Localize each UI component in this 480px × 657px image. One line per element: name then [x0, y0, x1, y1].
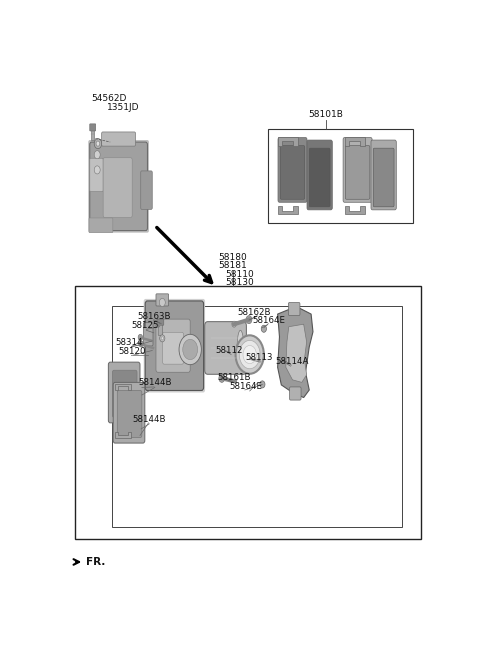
FancyBboxPatch shape: [141, 171, 152, 210]
FancyBboxPatch shape: [112, 371, 137, 417]
Text: 58110: 58110: [226, 269, 254, 279]
FancyBboxPatch shape: [102, 132, 135, 146]
FancyBboxPatch shape: [163, 332, 183, 364]
Circle shape: [94, 150, 100, 159]
FancyBboxPatch shape: [373, 148, 394, 207]
FancyBboxPatch shape: [343, 137, 372, 202]
Polygon shape: [115, 384, 132, 390]
FancyBboxPatch shape: [204, 322, 246, 374]
Circle shape: [160, 335, 165, 342]
Circle shape: [243, 346, 256, 364]
FancyBboxPatch shape: [117, 390, 142, 438]
Circle shape: [219, 374, 225, 382]
FancyBboxPatch shape: [145, 301, 204, 390]
Circle shape: [246, 315, 252, 324]
FancyBboxPatch shape: [309, 148, 330, 207]
FancyBboxPatch shape: [280, 146, 305, 199]
Text: 58164E: 58164E: [252, 316, 286, 325]
Text: 58125: 58125: [132, 321, 159, 330]
Circle shape: [260, 381, 265, 388]
FancyBboxPatch shape: [90, 142, 147, 231]
Polygon shape: [277, 137, 298, 146]
Polygon shape: [115, 432, 132, 438]
FancyBboxPatch shape: [89, 218, 113, 233]
Polygon shape: [277, 206, 298, 214]
Text: 58163B: 58163B: [137, 311, 171, 321]
Circle shape: [261, 325, 266, 332]
FancyBboxPatch shape: [144, 323, 153, 346]
Text: FR.: FR.: [86, 557, 106, 567]
FancyBboxPatch shape: [158, 323, 163, 335]
Bar: [268, 129, 413, 223]
FancyBboxPatch shape: [103, 158, 132, 217]
Circle shape: [159, 298, 165, 306]
FancyBboxPatch shape: [90, 124, 96, 131]
Text: 58112: 58112: [216, 346, 243, 355]
Ellipse shape: [237, 330, 244, 366]
Polygon shape: [277, 306, 313, 397]
Text: 58114A: 58114A: [276, 357, 309, 366]
Text: 58162B: 58162B: [238, 307, 271, 317]
Bar: [75, 286, 421, 539]
FancyBboxPatch shape: [371, 140, 396, 210]
FancyBboxPatch shape: [108, 362, 140, 423]
Circle shape: [179, 334, 202, 365]
Circle shape: [236, 335, 264, 374]
Text: 54562D: 54562D: [92, 94, 127, 103]
FancyBboxPatch shape: [88, 140, 149, 233]
Circle shape: [240, 340, 260, 369]
Text: 58120: 58120: [119, 346, 146, 355]
FancyBboxPatch shape: [144, 299, 205, 392]
FancyBboxPatch shape: [307, 140, 332, 210]
Text: 58161B: 58161B: [217, 373, 251, 382]
Circle shape: [232, 321, 236, 327]
Circle shape: [94, 139, 102, 148]
FancyBboxPatch shape: [113, 382, 145, 443]
FancyBboxPatch shape: [288, 302, 300, 315]
Text: 58314: 58314: [115, 338, 143, 347]
FancyBboxPatch shape: [345, 146, 370, 199]
Text: 58144B: 58144B: [132, 415, 166, 424]
Text: 58180: 58180: [218, 253, 247, 262]
Text: 58101B: 58101B: [309, 110, 343, 120]
Text: 58144B: 58144B: [138, 378, 172, 388]
Text: 58181: 58181: [218, 261, 247, 270]
Bar: [91, 129, 94, 139]
Text: 58164E: 58164E: [229, 382, 262, 391]
FancyBboxPatch shape: [289, 387, 301, 400]
FancyBboxPatch shape: [278, 137, 307, 202]
Circle shape: [96, 141, 100, 146]
FancyBboxPatch shape: [157, 319, 164, 325]
Circle shape: [161, 337, 163, 340]
Bar: [112, 306, 402, 526]
Circle shape: [139, 341, 144, 347]
FancyBboxPatch shape: [156, 294, 168, 306]
Polygon shape: [345, 206, 365, 214]
Polygon shape: [345, 137, 365, 146]
FancyBboxPatch shape: [156, 319, 190, 373]
Text: 58130: 58130: [226, 278, 254, 286]
Text: 1351JD: 1351JD: [107, 102, 140, 112]
Circle shape: [138, 334, 143, 340]
Circle shape: [94, 166, 100, 174]
Circle shape: [183, 340, 198, 359]
Text: 58113: 58113: [245, 353, 273, 362]
Polygon shape: [286, 324, 307, 382]
FancyBboxPatch shape: [90, 158, 103, 192]
